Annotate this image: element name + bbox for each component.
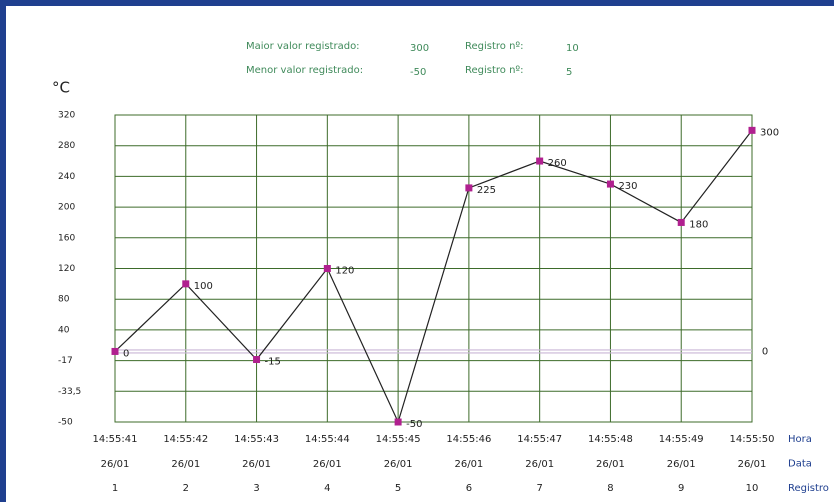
x-tick-label: 14:55:47	[517, 434, 562, 445]
y-tick-label: -33,5	[58, 387, 81, 397]
data-label: 260	[548, 158, 567, 169]
min-label: Menor valor registrado:	[246, 65, 363, 76]
date-label: 26/01	[525, 459, 554, 470]
max-record: 10	[566, 43, 579, 54]
zero-line-label: 0	[762, 346, 768, 357]
date-label: 26/01	[667, 459, 696, 470]
date-label: 26/01	[738, 459, 767, 470]
x-tick-label: 14:55:42	[163, 434, 208, 445]
record-label: 3	[253, 483, 259, 494]
date-label: 26/01	[384, 459, 413, 470]
point-marker	[323, 265, 331, 272]
data-label: -50	[406, 419, 422, 430]
data-label: 120	[335, 266, 354, 277]
point-marker	[394, 418, 402, 426]
record-label: 6	[466, 483, 472, 494]
row-label: Registro	[788, 483, 829, 494]
y-tick-label: -50	[58, 418, 73, 428]
y-unit: °C	[52, 79, 70, 97]
x-tick-label: 14:55:45	[376, 434, 421, 445]
data-label: 225	[477, 185, 496, 196]
date-label: 26/01	[242, 459, 271, 470]
x-tick-label: 14:55:41	[93, 434, 138, 445]
x-tick-label: 14:55:50	[730, 434, 775, 445]
max-value: 300	[410, 43, 429, 54]
record-label: 9	[678, 483, 684, 494]
data-label: 0	[123, 348, 129, 359]
row-label: Data	[788, 459, 812, 470]
point-marker	[677, 218, 685, 226]
y-tick-label: 240	[58, 172, 75, 182]
record-label: 4	[324, 483, 330, 494]
x-tick-label: 14:55:46	[446, 434, 491, 445]
date-label: 26/01	[454, 459, 483, 470]
y-tick-label: 80	[58, 295, 70, 305]
date-label: 26/01	[596, 459, 625, 470]
data-label: 230	[618, 181, 637, 192]
point-marker	[253, 356, 261, 364]
series-line	[114, 129, 753, 424]
min-value: -50	[410, 67, 426, 78]
y-tick-label: -17	[58, 356, 73, 366]
y-tick-label: 320	[58, 111, 75, 121]
date-label: 26/01	[171, 459, 200, 470]
data-label: 180	[689, 219, 708, 230]
min-record-label: Registro nº:	[465, 65, 524, 76]
x-tick-label: 14:55:49	[659, 434, 704, 445]
record-label: 10	[746, 483, 759, 494]
x-tick-label: 14:55:43	[234, 434, 279, 445]
x-tick-label: 14:55:44	[305, 434, 350, 445]
point-marker	[182, 280, 190, 288]
record-label: 5	[395, 483, 401, 494]
data-label: 300	[760, 127, 779, 138]
point-marker	[606, 180, 614, 188]
data-label: 100	[194, 281, 213, 292]
row-label: Hora	[788, 434, 812, 445]
point-marker	[111, 347, 119, 355]
max-record-label: Registro nº:	[465, 41, 524, 52]
y-tick-label: 40	[58, 325, 70, 335]
min-record: 5	[566, 67, 572, 78]
record-label: 2	[183, 483, 189, 494]
y-tick-label: 200	[58, 203, 75, 213]
date-label: 26/01	[101, 459, 130, 470]
date-label: 26/01	[313, 459, 342, 470]
point-marker	[748, 126, 756, 134]
x-tick-label: 14:55:48	[588, 434, 633, 445]
max-label: Maior valor registrado:	[246, 41, 360, 52]
y-tick-label: 120	[58, 264, 75, 274]
data-label: -15	[265, 357, 281, 368]
y-tick-label: 280	[58, 141, 75, 151]
record-label: 7	[536, 483, 542, 494]
point-marker	[465, 184, 473, 192]
record-label: 1	[112, 483, 118, 494]
y-tick-label: 160	[58, 233, 75, 243]
point-marker	[536, 157, 544, 165]
record-label: 8	[607, 483, 613, 494]
